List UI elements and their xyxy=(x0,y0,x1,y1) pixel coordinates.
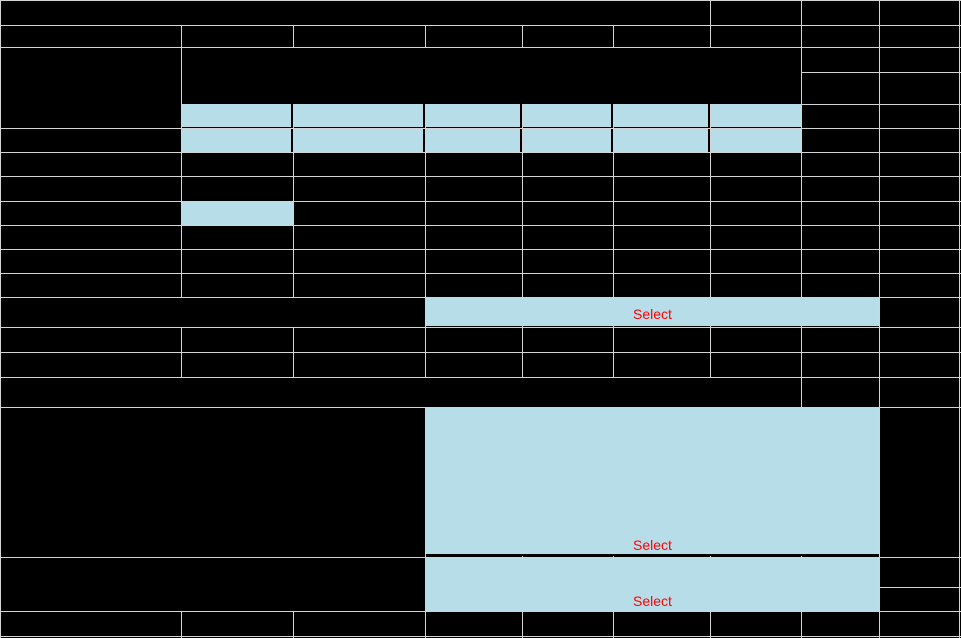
gridline-row-15 xyxy=(0,377,961,378)
gridline-row-20 xyxy=(0,636,961,637)
r-squared-input[interactable] xyxy=(182,202,293,225)
gridline-row-6 xyxy=(0,152,961,153)
question-b-a-select-label: Select xyxy=(633,537,672,553)
intercept-coefficients-input[interactable] xyxy=(182,104,293,128)
gridline-row-10 xyxy=(0,249,961,250)
gridline-row-14 xyxy=(0,352,961,353)
row-label-intercept: Intercept xyxy=(5,107,64,124)
question-b-b-select-label: Select xyxy=(633,593,672,609)
x-time-p-value-input[interactable] xyxy=(523,129,613,152)
gridline-col-f xyxy=(613,25,614,638)
gridline-row-3 xyxy=(801,72,961,73)
column-header-p-value: P-value xyxy=(545,85,591,100)
question-b-a-line3: by b? xyxy=(187,502,229,521)
question-b-a-line1: a. what is the null and alternative xyxy=(53,442,301,461)
gridline-row-11 xyxy=(0,273,961,274)
intercept-lower-95-input[interactable] xyxy=(614,104,710,128)
title-cell[interactable]: For y: obesity and x: time, run a regres… xyxy=(1,1,709,25)
x-time-upper-95-input[interactable] xyxy=(711,129,801,152)
gridline-row-8 xyxy=(0,201,961,202)
question-b-b-line2: hypothesis and what does it mean. xyxy=(53,589,315,608)
intercept-t-stat-input[interactable] xyxy=(426,104,522,128)
blank-cell-right-b-a xyxy=(880,408,959,557)
gridline-col-d xyxy=(425,25,426,638)
question-a-cell: A. What is the equation you estimated? xyxy=(1,298,425,327)
intercept-p-value-input[interactable] xyxy=(523,104,613,128)
gridline-row-0 xyxy=(0,0,961,1)
gridline-col-c xyxy=(293,25,294,638)
question-a-select-label: Select xyxy=(633,306,672,322)
gridline-col-i xyxy=(879,0,880,638)
x-time-coefficients-input[interactable] xyxy=(182,129,293,152)
question-a-select-dropdown[interactable]: Select xyxy=(426,298,879,326)
gridline-row-16 xyxy=(0,407,961,408)
gridline-row-12 xyxy=(0,297,961,298)
question-b-text: B. If you test for the existence of a li… xyxy=(53,383,587,402)
gridline-col-j xyxy=(959,0,960,638)
r-squared-label: R-squared xyxy=(5,204,76,221)
label-column-top xyxy=(1,48,181,128)
question-b-b-select-dropdown[interactable]: Select xyxy=(426,558,879,611)
question-b-b-cell: b. Will you reject or do not reject the … xyxy=(1,558,425,611)
column-header-upper-95: Upper 95% xyxy=(723,85,789,100)
gridline-row-19 xyxy=(0,611,961,612)
question-b-cell: B. If you test for the existence of a li… xyxy=(1,378,801,407)
sheet-title: For y: obesity and x: time, run a regres… xyxy=(7,4,666,21)
gridline-col-b xyxy=(181,25,182,638)
x-time-t-stat-input[interactable] xyxy=(426,129,522,152)
gridline-col-e xyxy=(522,25,523,638)
question-b-a-select-dropdown[interactable]: Select xyxy=(426,408,879,556)
gridline-row-13 xyxy=(0,327,961,328)
question-b-a-cell: a. what is the null and alternative hypo… xyxy=(1,408,425,557)
gridline-row-1 xyxy=(0,25,961,26)
row-label-x-time: x: time xyxy=(5,131,50,148)
x-time-lower-95-input[interactable] xyxy=(614,129,710,152)
gridline-row-5 xyxy=(0,128,961,129)
question-b-b-line1: b. Will you reject or do not reject the … xyxy=(19,560,322,579)
question-b-a-line2: hypothesis if the slope parameter is den… xyxy=(7,472,341,491)
gridline-col-a xyxy=(0,0,1,638)
intercept-upper-95-input[interactable] xyxy=(711,104,801,128)
question-a-text: A. What is the equation you estimated? xyxy=(53,303,349,322)
intercept-standard-error-input[interactable] xyxy=(294,104,425,128)
x-time-standard-error-input[interactable] xyxy=(294,129,425,152)
gridline-row-7 xyxy=(0,176,961,177)
column-header-t-stat: t Stat xyxy=(458,85,490,100)
column-header-standard-error: Standard Error xyxy=(316,85,403,100)
column-header-lower-95: Lower 95% xyxy=(629,85,695,100)
gridline-row-18 xyxy=(879,587,961,588)
header-merge-area xyxy=(182,48,800,104)
gridline-row-9 xyxy=(0,225,961,226)
gridline-row-17 xyxy=(0,557,961,558)
column-header-coefficients: Coefficients xyxy=(203,85,272,100)
gridline-row-2 xyxy=(0,47,961,48)
